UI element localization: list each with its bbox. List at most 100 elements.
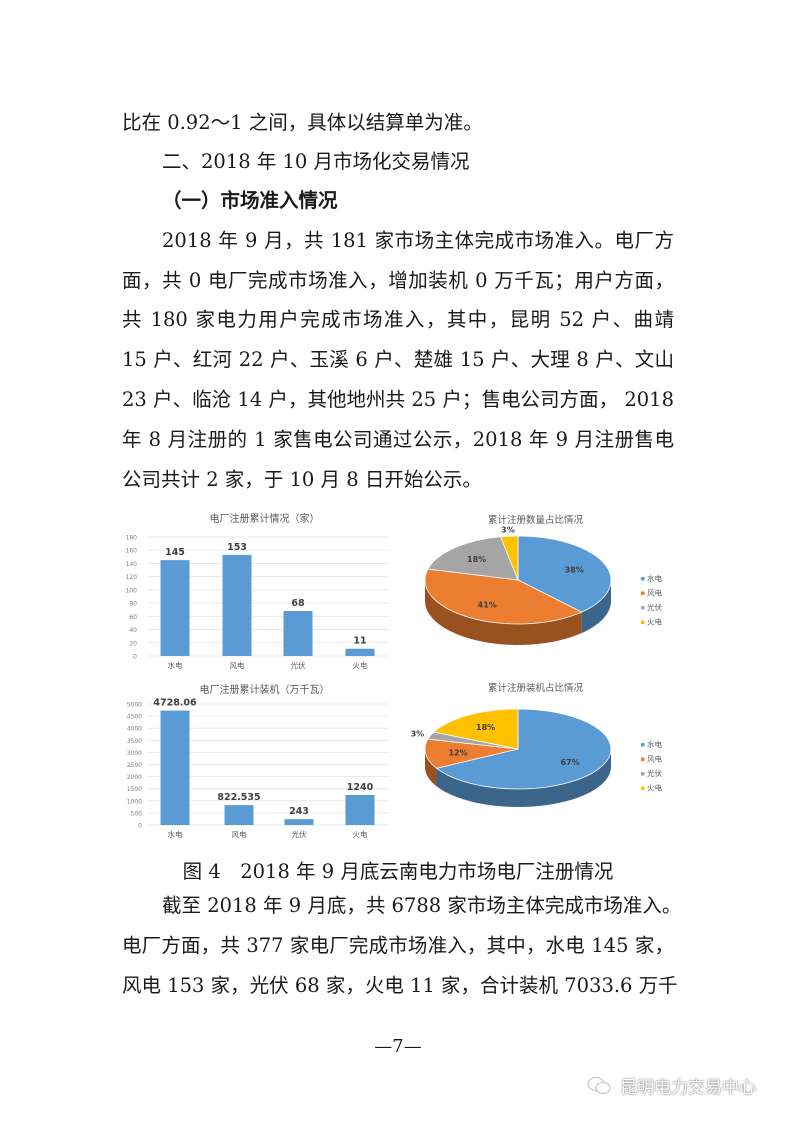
legend-swatch xyxy=(641,620,645,624)
chart-title: 累计注册装机占比情况 xyxy=(488,682,584,694)
data-label: 41% xyxy=(478,601,497,610)
bar-火电 xyxy=(345,648,375,656)
y-tick-label: 100 xyxy=(126,587,138,594)
pie-chart-count-share: 累计注册数量占比情况 38% 41% 18% 3% 水电 风电 光伏 火电 xyxy=(397,503,674,672)
data-label: 3% xyxy=(411,729,425,738)
wechat-icon xyxy=(587,1076,611,1094)
data-label: 153 xyxy=(227,542,247,553)
paragraph-line: 年 8 月注册的 1 家售电公司通过公示，2018 年 9 月注册售电 xyxy=(122,428,674,451)
paragraph-line: 电厂方面，共 377 家电厂完成市场准入，其中，水电 145 家， xyxy=(122,934,674,957)
data-label: 11 xyxy=(353,636,366,647)
data-label: 145 xyxy=(165,547,185,558)
legend-label: 火电 xyxy=(647,783,662,793)
x-tick-label: 火电 xyxy=(353,660,368,670)
data-label: 67% xyxy=(560,758,579,767)
y-tick-label: 60 xyxy=(129,614,137,621)
y-tick-label: 160 xyxy=(126,548,138,555)
legend-swatch xyxy=(641,786,645,790)
pie-slice-水电 xyxy=(435,708,612,790)
y-tick-label: 4000 xyxy=(127,726,142,733)
x-tick-label: 火电 xyxy=(353,829,368,839)
y-tick-label: 1000 xyxy=(127,798,142,805)
data-label: 38% xyxy=(565,565,584,574)
pie-slice-火电 xyxy=(500,535,519,581)
legend-swatch xyxy=(641,577,645,581)
paragraph-line: 2018 年 9 月，共 181 家市场主体完成市场准入。电厂方 xyxy=(162,229,674,252)
watermark-text: 昆明电力交易中心 xyxy=(620,1078,756,1098)
paragraph-line: 23 户、临沧 14 户，其他地州共 25 户；售电公司方面， 2018 xyxy=(122,388,674,411)
y-tick-label: 500 xyxy=(131,810,143,817)
chart-svg: 电厂注册累计情况（家） 0 20 40 60 80 100 120 140 160 180 145 水电… xyxy=(126,512,389,670)
chart-svg: 电厂注册累计装机（万千瓦） 0 500 1000 1500 2000 2500 3000 350… xyxy=(127,683,389,839)
pie-side-水电 xyxy=(581,580,611,634)
data-label: 68 xyxy=(291,598,305,609)
x-tick-label: 风电 xyxy=(232,829,247,839)
y-tick-label: 40 xyxy=(129,627,137,634)
pie-slice-光伏 xyxy=(427,536,519,581)
y-tick-label: 3500 xyxy=(127,738,142,745)
paragraph-line: 面，共 0 电厂完成市场准入，增加装机 0 万千瓦；用户方面， xyxy=(122,269,674,292)
paragraph-line: 截至 2018 年 9 月底，共 6788 家市场主体完成市场准入。 xyxy=(162,894,682,917)
bar-光伏 xyxy=(283,611,313,656)
legend-label: 光伏 xyxy=(647,602,662,612)
legend-swatch xyxy=(641,591,645,595)
legend-label: 火电 xyxy=(647,617,662,627)
bar-火电 xyxy=(345,794,375,825)
bar-水电 xyxy=(160,710,190,825)
y-tick-label: 120 xyxy=(126,574,138,581)
chart-title: 累计注册数量占比情况 xyxy=(488,514,584,526)
y-tick-label: 4500 xyxy=(127,714,142,721)
pie-slice-火电 xyxy=(432,708,519,750)
paragraph-line: 共 180 家电力用户完成市场准入，其中，昆明 52 户、曲靖 xyxy=(122,308,674,331)
data-label: 12% xyxy=(448,748,467,757)
y-tick-label: 80 xyxy=(129,601,137,608)
y-tick-label: 0 xyxy=(133,654,137,661)
pie-slice-风电 xyxy=(424,568,583,625)
pie-side-风电 xyxy=(425,749,437,787)
section-heading: 二、2018 年 10 月市场化交易情况 xyxy=(162,150,470,173)
chart-title: 电厂注册累计情况（家） xyxy=(210,512,320,525)
x-tick-label: 水电 xyxy=(168,829,183,839)
legend-swatch xyxy=(641,743,645,747)
paragraph-line: 风电 153 家，光伏 68 家，火电 11 家，合计装机 7033.6 万千 xyxy=(122,974,678,997)
bar-风电 xyxy=(224,805,254,825)
data-label: 243 xyxy=(289,806,309,817)
pie-slice-风电 xyxy=(424,738,519,769)
x-tick-label: 光伏 xyxy=(291,660,306,670)
pie-slice-水电 xyxy=(517,535,612,613)
subsection-heading: （一）市场准入情况 xyxy=(162,189,338,212)
figure-caption: 图 4 2018 年 9 月底云南电力市场电厂注册情况 xyxy=(182,860,614,883)
chart-title: 电厂注册累计装机（万千瓦） xyxy=(200,683,330,696)
bar-chart-capacity: 电厂注册累计装机（万千瓦） 0 500 1000 1500 2000 2500 3000 350… xyxy=(118,674,395,842)
legend-label: 水电 xyxy=(647,739,662,749)
data-label: 18% xyxy=(467,555,486,564)
legend-swatch xyxy=(641,606,645,610)
data-label: 1240 xyxy=(347,782,374,793)
page-number: —7— xyxy=(374,1036,422,1057)
pie-side-风电 xyxy=(425,580,582,645)
paragraph-line: 15 户、红河 22 户、玉溪 6 户、楚雄 15 户、大理 8 户、文山 xyxy=(122,348,674,371)
legend-label: 光伏 xyxy=(647,768,662,778)
y-tick-label: 2500 xyxy=(127,762,142,769)
bar-chart-plant-count: 电厂注册累计情况（家） 0 20 40 60 80 100 120 140 160 180 145 水电… xyxy=(118,503,395,672)
bar-光伏 xyxy=(284,819,314,825)
paragraph-line: 比在 0.92～1 之间，具体以结算单为准。 xyxy=(122,111,483,134)
y-tick-label: 180 xyxy=(126,535,138,542)
x-tick-label: 水电 xyxy=(168,660,183,670)
y-tick-label: 1500 xyxy=(127,786,142,793)
bar-风电 xyxy=(222,554,252,656)
paragraph-line: 公司共计 2 家，于 10 月 8 日开始公示。 xyxy=(122,468,482,491)
x-tick-label: 风电 xyxy=(230,660,245,670)
y-tick-label: 2000 xyxy=(127,774,142,781)
bar-水电 xyxy=(160,560,190,656)
legend-label: 风电 xyxy=(647,588,662,598)
pie-chart-capacity-share: 累计注册装机占比情况 67% 12% 3% 18% 水电 风电 光伏 火电 xyxy=(397,674,674,842)
y-tick-label: 0 xyxy=(138,823,142,830)
watermark: 昆明电力交易中心 xyxy=(586,1073,756,1098)
x-tick-label: 光伏 xyxy=(292,829,307,839)
legend-label: 水电 xyxy=(647,573,662,583)
y-tick-label: 140 xyxy=(126,561,138,568)
data-label: 822.535 xyxy=(217,792,260,803)
legend-label: 风电 xyxy=(647,754,662,764)
